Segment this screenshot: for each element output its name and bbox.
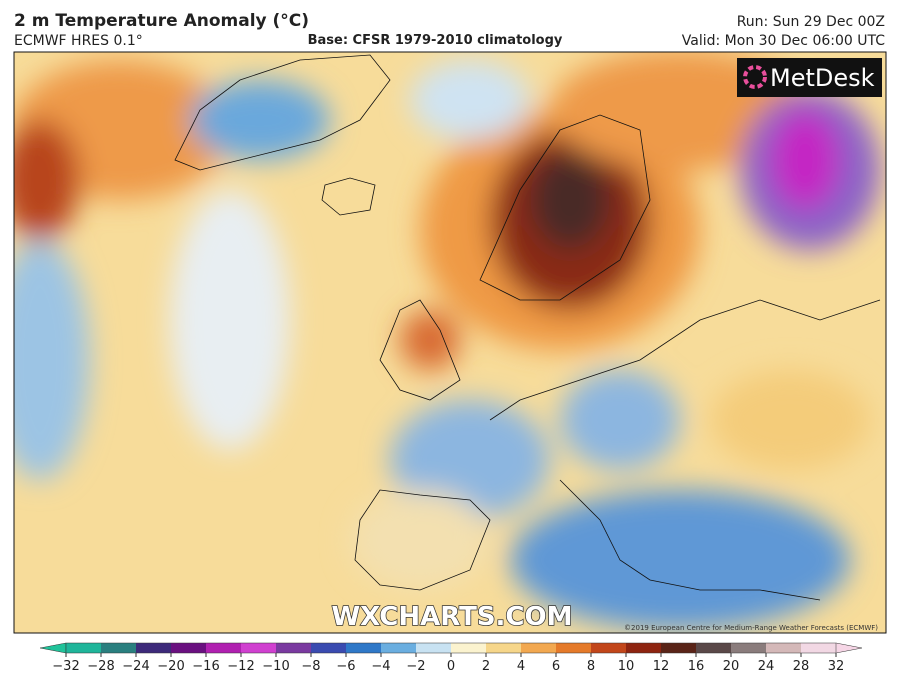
colorbar-tick-label: 12 xyxy=(653,659,670,674)
colorbar-tick-label: 10 xyxy=(618,659,635,674)
colorbar-tick-label: −24 xyxy=(122,659,149,674)
colorbar-tick-label: −20 xyxy=(157,659,184,674)
colorbar-tick-label: −8 xyxy=(301,659,320,674)
colorbar-segment xyxy=(556,643,592,653)
colorbar-segment xyxy=(591,643,627,653)
colorbar: −32 −28 −24 −20 −16 −12 −10 −8 −6 −4 −2 0 2 4 6 8 10 12 16… xyxy=(39,642,863,674)
model: ECMWF HRES 0.1° xyxy=(14,33,143,49)
colorbar-under xyxy=(39,642,67,654)
colorbar-tick-label: −28 xyxy=(87,659,114,674)
colorbar-tick-label: −10 xyxy=(262,659,289,674)
logo-icon xyxy=(743,65,767,89)
credit: ©2019 European Centre for Medium-Range W… xyxy=(624,624,878,632)
colorbar-tick-label: −12 xyxy=(227,659,254,674)
base: Base: CFSR 1979-2010 climatology xyxy=(308,33,563,48)
colorbar-over xyxy=(835,642,863,654)
colorbar-segment xyxy=(486,643,522,653)
colorbar-tick-label: 16 xyxy=(688,659,705,674)
map-frame xyxy=(13,51,887,634)
colorbar-segment xyxy=(696,643,732,653)
colorbar-tick-label: −16 xyxy=(192,659,219,674)
colorbar-segment xyxy=(766,643,802,653)
colorbar-tick-label: 32 xyxy=(828,659,845,674)
colorbar-segment xyxy=(311,643,347,653)
colorbar-segment xyxy=(206,643,242,653)
colorbar-segment xyxy=(451,643,487,653)
colorbar-tick-label: 20 xyxy=(723,659,740,674)
colorbar-segment xyxy=(521,643,557,653)
colorbar-tick-label: 0 xyxy=(447,659,455,674)
colorbar-segment xyxy=(101,643,137,653)
colorbar-tick-label: −6 xyxy=(336,659,355,674)
valid-time: Valid: Mon 30 Dec 06:00 UTC xyxy=(682,33,885,49)
colorbar-tick-label: 8 xyxy=(587,659,595,674)
colorbar-tick-label: 28 xyxy=(793,659,810,674)
colorbar-segment xyxy=(66,643,102,653)
coastlines xyxy=(174,54,881,601)
colorbar-tick-label: 4 xyxy=(517,659,525,674)
title: 2 m Temperature Anomaly (°C) xyxy=(14,11,309,31)
watermark: WXCHARTS.COM xyxy=(331,602,572,632)
colorbar-segment xyxy=(171,643,207,653)
map xyxy=(14,52,886,633)
colorbar-segment xyxy=(731,643,767,653)
colorbar-segment xyxy=(661,643,697,653)
colorbar-segment xyxy=(276,643,312,653)
colorbar-segment xyxy=(381,643,417,653)
colorbar-segment xyxy=(416,643,452,653)
colorbar-segment xyxy=(136,643,172,653)
colorbar-tick-label: −2 xyxy=(406,659,425,674)
colorbar-segment xyxy=(241,643,277,653)
colorbar-tick-label: −4 xyxy=(371,659,390,674)
colorbar-tick-label: 6 xyxy=(552,659,560,674)
colorbar-tick-label: 24 xyxy=(758,659,775,674)
colorbar-segment xyxy=(346,643,382,653)
colorbar-tick-label: −32 xyxy=(52,659,79,674)
colorbar-segment xyxy=(801,643,837,653)
colorbar-segment xyxy=(626,643,662,653)
colorbar-tick-label: 2 xyxy=(482,659,490,674)
run-time: Run: Sun 29 Dec 00Z xyxy=(737,14,885,30)
logo: MetDesk xyxy=(770,64,875,92)
logo-box xyxy=(737,58,882,97)
